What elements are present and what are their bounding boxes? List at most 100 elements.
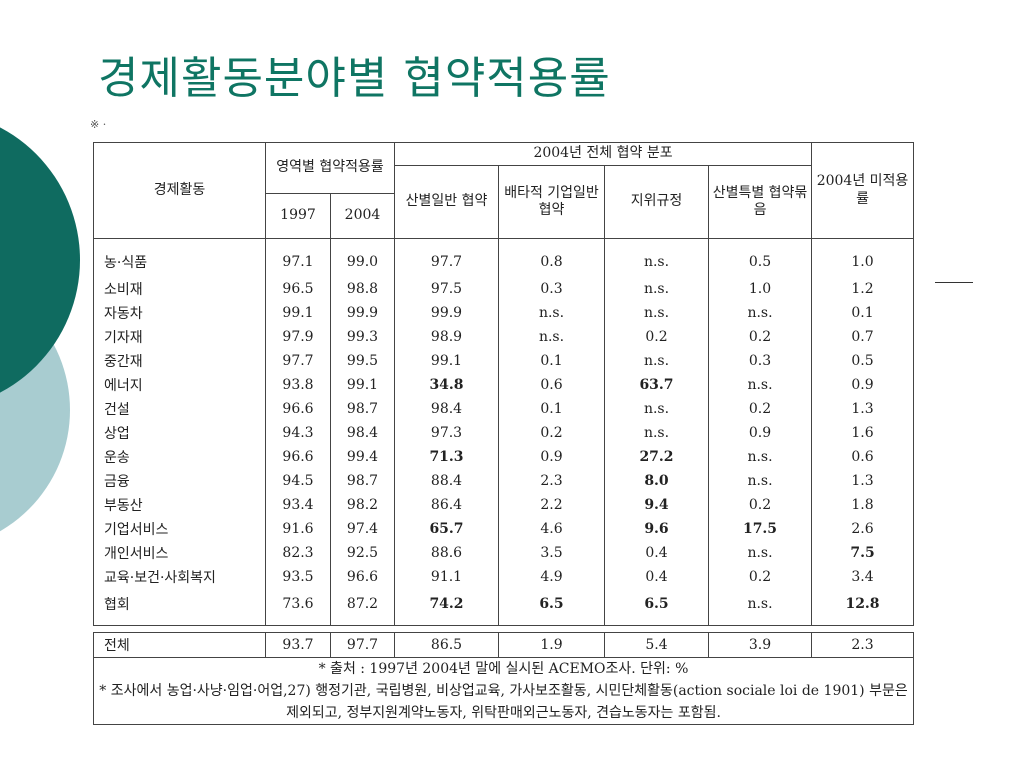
- table-cell: 0.4: [604, 541, 709, 565]
- table-cell: 91.1: [394, 565, 499, 589]
- row-label: 교육·보건·사회복지: [93, 565, 266, 589]
- table-row: 기자재 97.9 99.3 98.9 n.s. 0.2 0.2 0.7: [93, 325, 915, 349]
- row-label: 기업서비스: [93, 517, 266, 541]
- row-label: 농·식품: [93, 238, 266, 277]
- table-cell: 96.6: [265, 445, 331, 469]
- row-label: 자동차: [93, 301, 266, 325]
- table-cell: 97.7: [394, 238, 499, 277]
- table-cell: 9.6: [604, 517, 709, 541]
- row-label: 협회: [93, 589, 266, 626]
- table-cell: 94.3: [265, 421, 331, 445]
- table-cell: 87.2: [330, 589, 395, 626]
- table-cell: 86.4: [394, 493, 499, 517]
- table-row: 농·식품 97.1 99.0 97.7 0.8 n.s. 0.5 1.0: [93, 238, 915, 277]
- table-cell: 6.5: [604, 589, 709, 626]
- table-cell: n.s.: [707, 469, 813, 493]
- table-cell: 82.3: [265, 541, 331, 565]
- table-cell: n.s.: [604, 277, 709, 301]
- header-distribution-group: 2004년 전체 협약 분포: [393, 142, 813, 166]
- table-row: 부동산 93.4 98.2 86.4 2.2 9.4 0.2 1.8: [93, 493, 915, 517]
- table-body: 농·식품 97.1 99.0 97.7 0.8 n.s. 0.5 1.0 소비재 96.5 98.8…: [93, 238, 915, 626]
- table-cell: 88.6: [394, 541, 499, 565]
- table-cell: 98.8: [330, 277, 395, 301]
- table-cell: 98.4: [330, 421, 395, 445]
- table-row: 개인서비스 82.3 92.5 88.6 3.5 0.4 n.s. 7.5: [93, 541, 915, 565]
- table-cell: 1.8: [811, 493, 915, 517]
- table-cell: 0.6: [811, 445, 915, 469]
- header-activity: 경제활동: [93, 142, 266, 239]
- table-cell: 0.2: [707, 325, 813, 349]
- table-cell: 74.2: [394, 589, 499, 626]
- table-cell: 98.4: [394, 397, 499, 421]
- table-cell: 1.3: [811, 469, 915, 493]
- dark-circle-decoration: [0, 127, 80, 393]
- note-source: * 출처 : 1997년 2004년 말에 실시된 ACEMO조사. 단위: %: [318, 661, 689, 677]
- table-cell: 1.2: [811, 277, 915, 301]
- table-cell: 0.1: [498, 349, 605, 373]
- table-row: 기업서비스 91.6 97.4 65.7 4.6 9.6 17.5 2.6: [93, 517, 915, 541]
- row-label: 개인서비스: [93, 541, 266, 565]
- header-industry-special: 산별특별 협약묶음: [707, 165, 813, 239]
- table-cell: 98.9: [394, 325, 499, 349]
- header-status-rules: 지위규정: [604, 165, 709, 239]
- table-cell: 17.5: [707, 517, 813, 541]
- table-row: 상업 94.3 98.4 97.3 0.2 n.s. 0.9 1.6: [93, 421, 915, 445]
- table-cell: 1.0: [811, 238, 915, 277]
- table-cell: 2.2: [498, 493, 605, 517]
- table-cell: 99.9: [330, 301, 395, 325]
- table-cell: 0.3: [707, 349, 813, 373]
- table-cell: n.s.: [707, 445, 813, 469]
- table-cell: n.s.: [604, 349, 709, 373]
- table-cell: 99.1: [394, 349, 499, 373]
- table-cell: n.s.: [707, 373, 813, 397]
- row-label: 기자재: [93, 325, 266, 349]
- table-cell: 0.3: [498, 277, 605, 301]
- table-cell: n.s.: [707, 541, 813, 565]
- table-cell: 93.4: [265, 493, 331, 517]
- table-cell: 3.4: [811, 565, 915, 589]
- header-uncovered: 2004년 미적용률: [811, 142, 915, 239]
- table-cell: 99.4: [330, 445, 395, 469]
- table-cell: 73.6: [265, 589, 331, 626]
- table-cell: 96.5: [265, 277, 331, 301]
- table-cell: 1.6: [811, 421, 915, 445]
- table-cell: n.s.: [604, 301, 709, 325]
- table-row: 금융 94.5 98.7 88.4 2.3 8.0 n.s. 1.3: [93, 469, 915, 493]
- table-cell: 93.8: [265, 373, 331, 397]
- table-cell: 99.3: [330, 325, 395, 349]
- table-row: 자동차 99.1 99.9 99.9 n.s. n.s. n.s. 0.1: [93, 301, 915, 325]
- table-cell: 93.5: [265, 565, 331, 589]
- header-industry-general: 산별일반 협약: [394, 165, 499, 239]
- table-cell: 3.5: [498, 541, 605, 565]
- header-year-1997: 1997: [265, 193, 331, 239]
- table-cell: 9.4: [604, 493, 709, 517]
- table-cell: 1.0: [707, 277, 813, 301]
- table-cell: 0.5: [811, 349, 915, 373]
- table-cell: 0.2: [707, 565, 813, 589]
- table-cell: 88.4: [394, 469, 499, 493]
- table-cell: 98.2: [330, 493, 395, 517]
- row-label: 운송: [93, 445, 266, 469]
- row-label: 에너지: [93, 373, 266, 397]
- header-exclusive-enterprise: 배타적 기업일반 협약: [498, 165, 605, 239]
- table-cell: 7.5: [811, 541, 915, 565]
- total-cell: 2.3: [811, 632, 915, 658]
- table-cell: n.s.: [707, 589, 813, 626]
- table-cell: 99.9: [394, 301, 499, 325]
- table-cell: 65.7: [394, 517, 499, 541]
- table-row: 중간재 97.7 99.5 99.1 0.1 n.s. 0.3 0.5: [93, 349, 915, 373]
- table-cell: 97.9: [265, 325, 331, 349]
- total-cell: 93.7: [265, 632, 331, 658]
- table-cell: 98.7: [330, 469, 395, 493]
- row-label: 중간재: [93, 349, 266, 373]
- table-cell: 96.6: [265, 397, 331, 421]
- row-label: 상업: [93, 421, 266, 445]
- table-cell: n.s.: [498, 325, 605, 349]
- table-cell: 0.1: [498, 397, 605, 421]
- total-cell: 1.9: [498, 632, 605, 658]
- light-circle-decoration: [0, 288, 70, 532]
- table-cell: 63.7: [604, 373, 709, 397]
- table-cell: 99.0: [330, 238, 395, 277]
- total-cell: 86.5: [394, 632, 499, 658]
- table-cell: 99.1: [330, 373, 395, 397]
